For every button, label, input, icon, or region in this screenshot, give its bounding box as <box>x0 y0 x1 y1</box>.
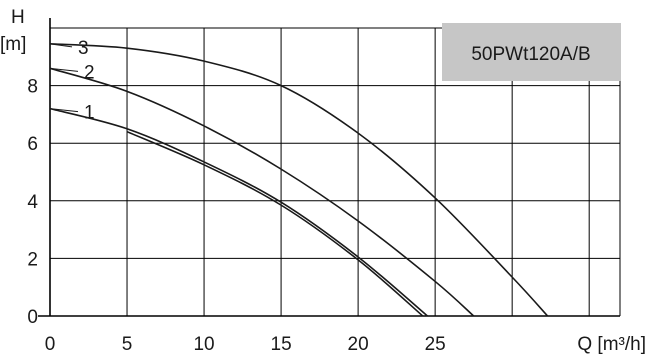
y-axis-label: H <box>11 7 25 28</box>
x-tick-label: 5 <box>122 334 133 355</box>
curve-label-leader <box>49 43 73 48</box>
curve-1-line <box>126 130 424 317</box>
tick-layer: 0 5 10 15 20 25 0 2 4 6 8 <box>27 77 445 355</box>
x-tick-label: 0 <box>45 334 56 355</box>
y-tick-label: 0 <box>27 307 38 328</box>
x-tick-label: 20 <box>348 334 369 355</box>
title-box <box>442 23 621 81</box>
y-tick-label: 8 <box>27 77 38 98</box>
y-tick-label: 4 <box>27 192 38 213</box>
title-layer: 50PWt120A/B <box>442 23 621 81</box>
chart-title: 50PWt120A/B <box>471 44 590 65</box>
x-tick-label: 25 <box>425 334 446 355</box>
x-axis-label: Q [m³/h] <box>577 334 646 355</box>
curve-label-leader <box>49 67 79 72</box>
curve-label-3: 3 <box>78 38 89 59</box>
series-layer: 1 2 3 <box>49 38 549 317</box>
curve-label-leader <box>49 108 79 113</box>
curve-label-1: 1 <box>84 103 95 124</box>
curve-2-line <box>49 67 475 317</box>
y-tick-label: 6 <box>27 134 38 155</box>
y-tick-label: 2 <box>27 249 38 270</box>
curve-3-line <box>49 43 549 317</box>
x-tick-label: 15 <box>271 334 292 355</box>
axis-label-layer: H [m] Q [m³/h] <box>0 7 646 355</box>
curve-label-2: 2 <box>84 62 95 83</box>
y-axis-unit: [m] <box>0 34 26 55</box>
x-tick-label: 10 <box>193 334 214 355</box>
curve-1-line <box>49 107 428 317</box>
